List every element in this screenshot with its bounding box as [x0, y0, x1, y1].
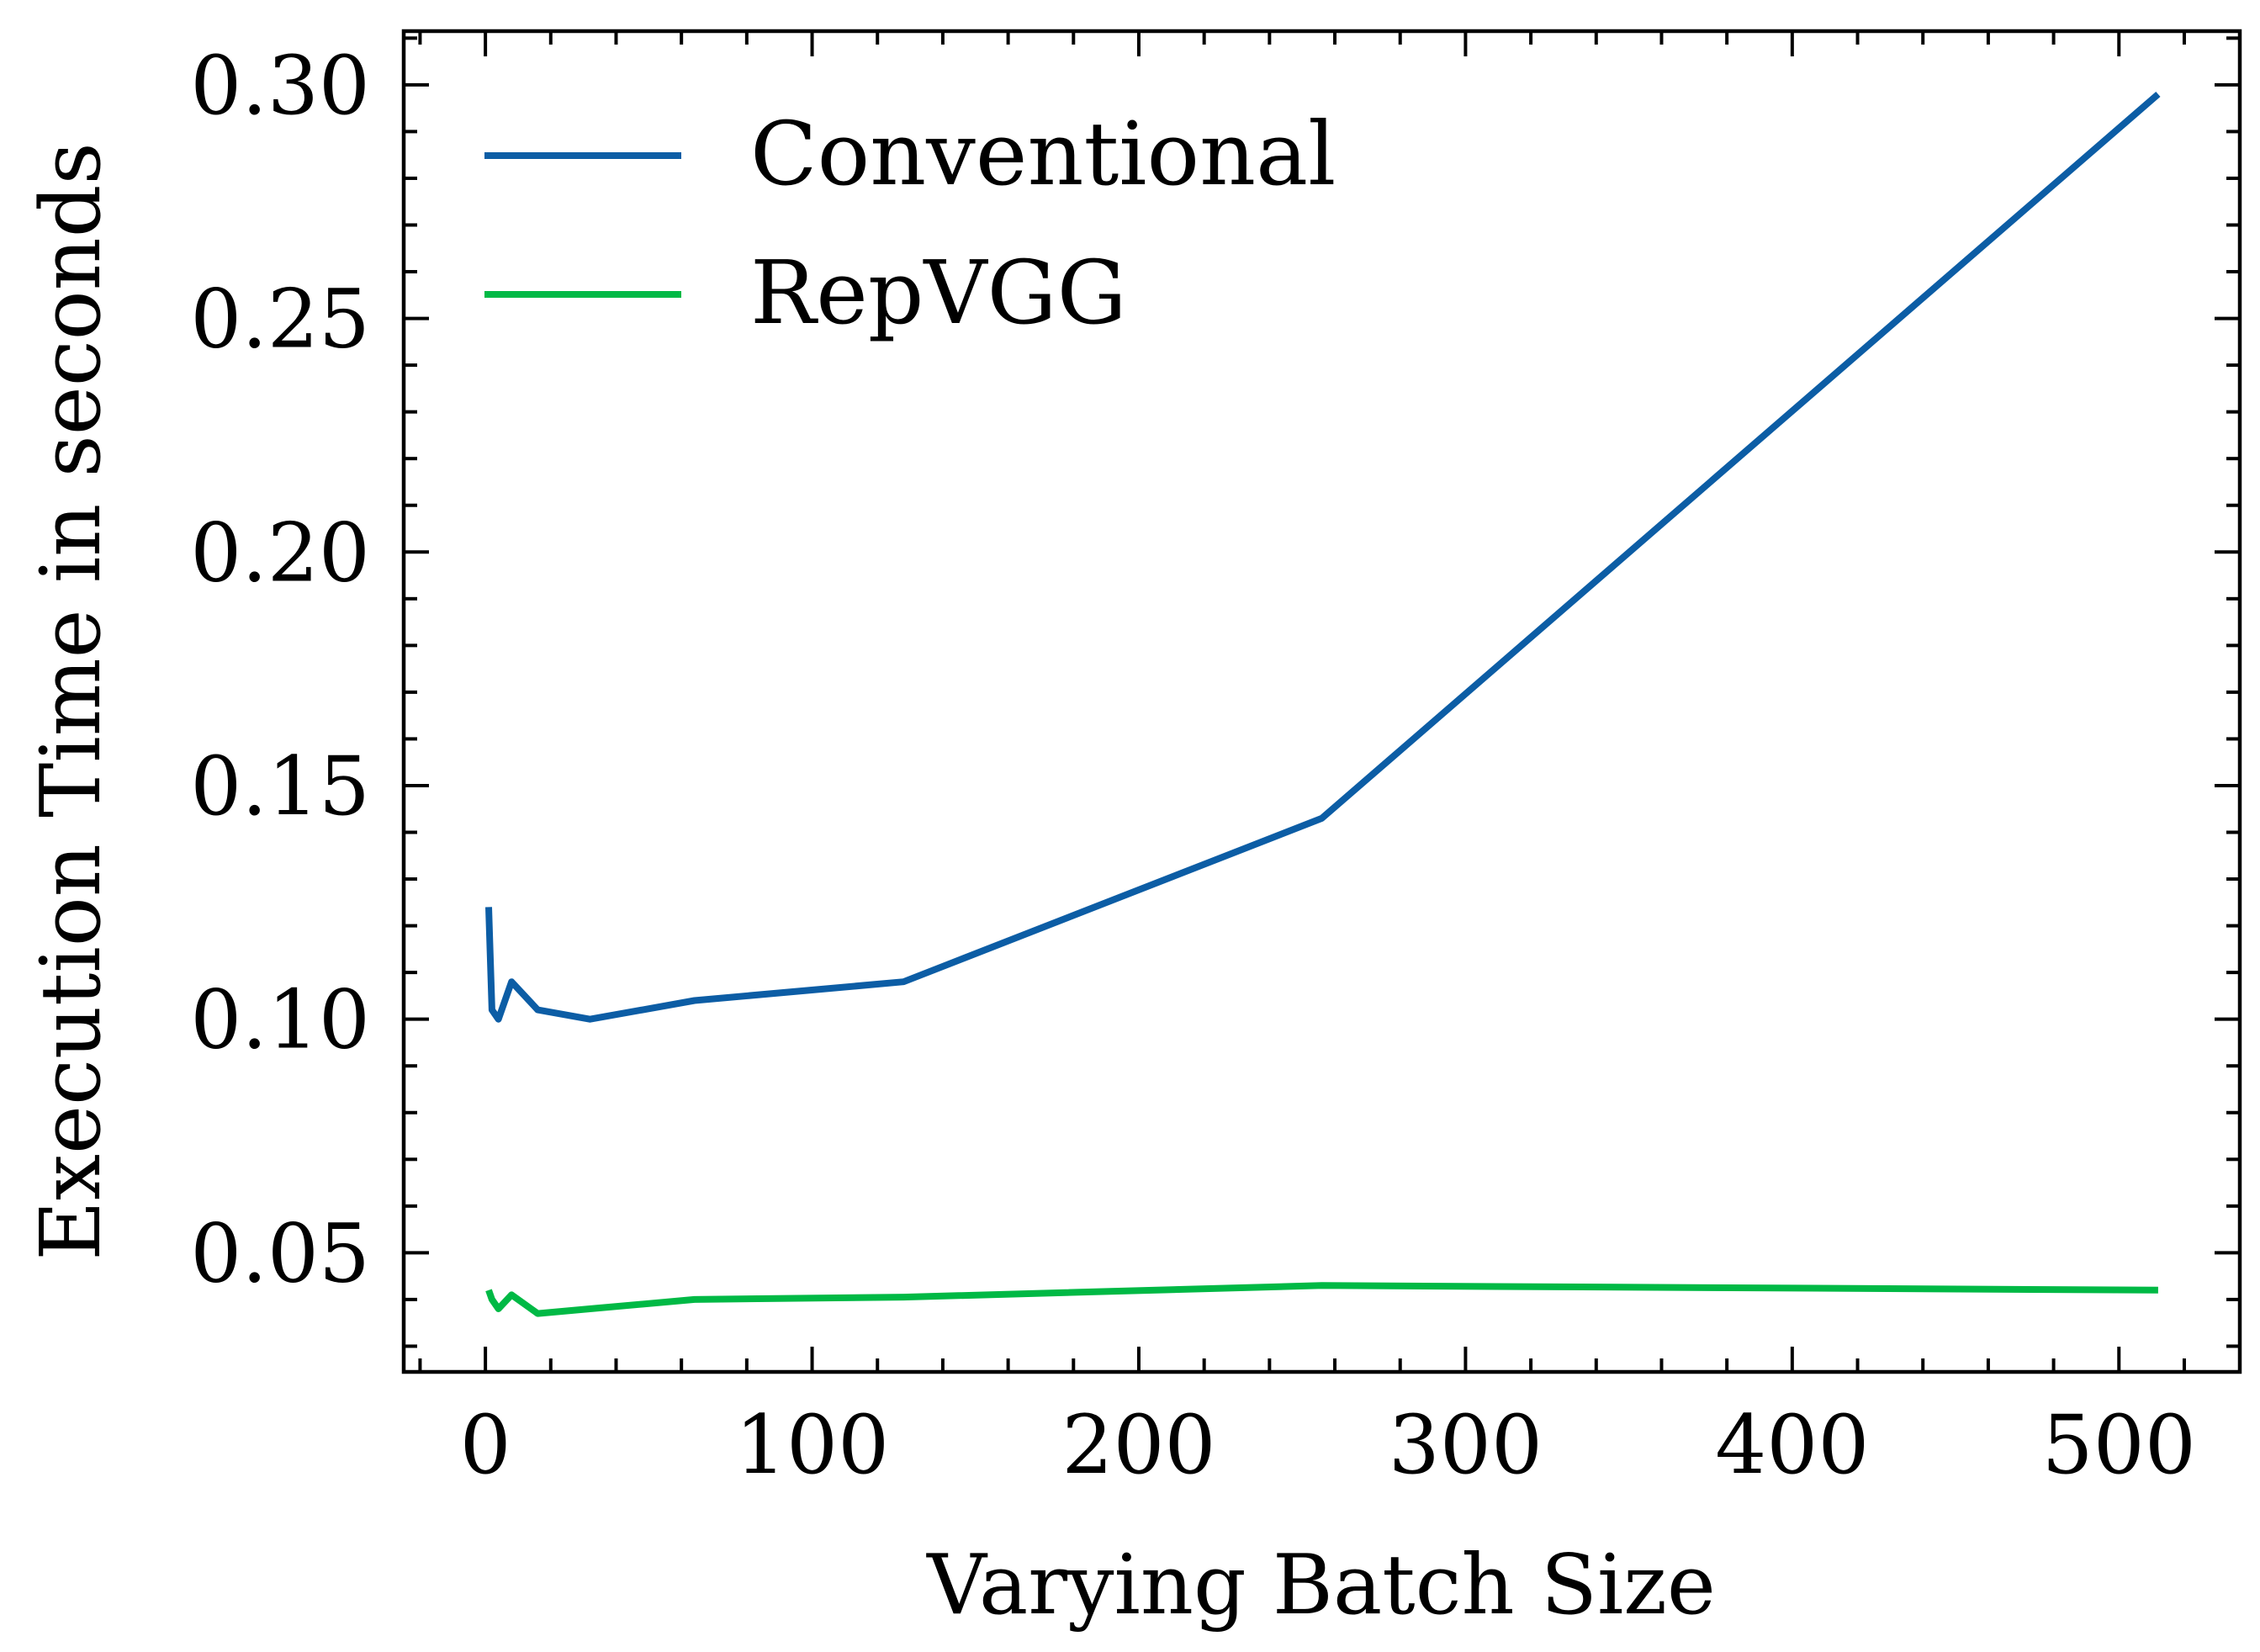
legend: Conventional RepVGG [484, 103, 1336, 344]
x-tick-label: 300 [1389, 1398, 1543, 1492]
legend-label-conventional: Conventional [750, 103, 1336, 205]
y-tick-label: 0.20 [190, 506, 370, 600]
data-lines [485, 91, 2161, 1317]
x-tick-label: 500 [2042, 1398, 2196, 1492]
legend-label-repvgg: RepVGG [750, 241, 1127, 344]
y-axis-title: Execution Time in seconds [24, 142, 119, 1261]
minor-ticks [404, 31, 2240, 1372]
y-tick-label: 0.30 [190, 39, 370, 133]
x-axis-title: Varying Batch Size [926, 1538, 1716, 1633]
y-tick-label: 0.25 [190, 273, 370, 367]
tick-labels: 0 100 200 300 400 500 0.05 0.10 0.15 0.20 0.25 0.30 [190, 39, 2196, 1492]
y-tick-label: 0.15 [190, 739, 370, 834]
x-tick-label: 100 [735, 1398, 889, 1492]
axes-frame [401, 29, 2242, 1374]
y-tick-label: 0.05 [190, 1206, 370, 1300]
x-tick-label: 200 [1061, 1398, 1215, 1492]
x-tick-label: 400 [1715, 1398, 1869, 1492]
x-tick-label: 0 [460, 1398, 511, 1492]
series-line-repvgg [485, 1282, 2158, 1317]
y-tick-label: 0.10 [190, 973, 370, 1067]
major-ticks [404, 31, 2240, 1372]
series-line-conventional [485, 91, 2161, 1023]
